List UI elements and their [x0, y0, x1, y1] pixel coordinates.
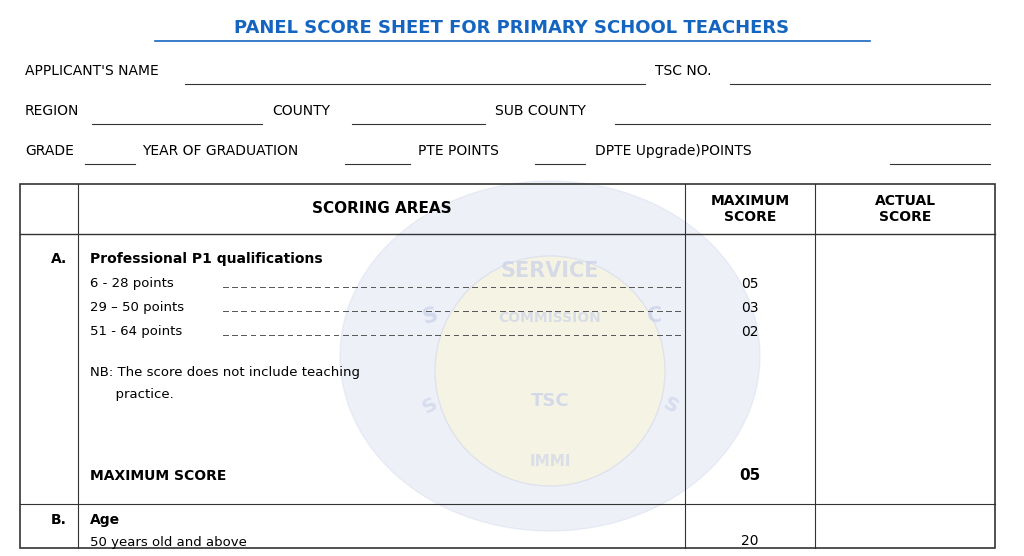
Text: 02: 02	[741, 325, 759, 339]
Text: SUB COUNTY: SUB COUNTY	[495, 104, 586, 118]
Ellipse shape	[435, 256, 665, 486]
Text: TSC NO.: TSC NO.	[655, 64, 712, 78]
Text: APPLICANT'S NAME: APPLICANT'S NAME	[25, 64, 159, 78]
Text: ACTUAL
SCORE: ACTUAL SCORE	[874, 194, 936, 224]
Text: 50 years old and above: 50 years old and above	[90, 536, 247, 549]
Text: 05: 05	[741, 277, 759, 291]
Text: S: S	[419, 394, 440, 418]
Text: PANEL SCORE SHEET FOR PRIMARY SCHOOL TEACHERS: PANEL SCORE SHEET FOR PRIMARY SCHOOL TEA…	[234, 19, 790, 37]
Text: practice.: practice.	[90, 388, 174, 401]
Text: 20: 20	[741, 534, 759, 548]
Bar	[20, 184, 995, 548]
Text: GRADE: GRADE	[25, 144, 74, 158]
Text: B.: B.	[51, 513, 67, 527]
Text: Age: Age	[90, 513, 120, 527]
Text: DPTE Upgrade)POINTS: DPTE Upgrade)POINTS	[595, 144, 752, 158]
Text: 29 – 50 points: 29 – 50 points	[90, 301, 184, 315]
Text: MAXIMUM SCORE: MAXIMUM SCORE	[90, 469, 226, 483]
Text: SCORING AREAS: SCORING AREAS	[311, 201, 452, 216]
Text: Professional P1 qualifications: Professional P1 qualifications	[90, 252, 323, 266]
Text: 05: 05	[739, 469, 761, 484]
Text: TSC: TSC	[530, 392, 569, 410]
Text: PTE POINTS: PTE POINTS	[418, 144, 499, 158]
Ellipse shape	[340, 181, 760, 531]
Text: C: C	[647, 306, 663, 326]
Text: SERVICE: SERVICE	[501, 261, 599, 281]
Text: YEAR OF GRADUATION: YEAR OF GRADUATION	[142, 144, 298, 158]
Text: MAXIMUM
SCORE: MAXIMUM SCORE	[711, 194, 790, 224]
Text: NB: The score does not include teaching: NB: The score does not include teaching	[90, 366, 360, 379]
Text: COUNTY: COUNTY	[272, 104, 330, 118]
Text: IMMI: IMMI	[529, 454, 570, 469]
Text: S: S	[659, 394, 681, 418]
Text: S: S	[420, 304, 440, 327]
Text: 03: 03	[741, 301, 759, 315]
Text: COMMISSION: COMMISSION	[499, 311, 601, 325]
Text: 51 - 64 points: 51 - 64 points	[90, 325, 182, 339]
Text: REGION: REGION	[25, 104, 80, 118]
Text: A.: A.	[51, 252, 68, 266]
Text: 6 - 28 points: 6 - 28 points	[90, 277, 174, 290]
